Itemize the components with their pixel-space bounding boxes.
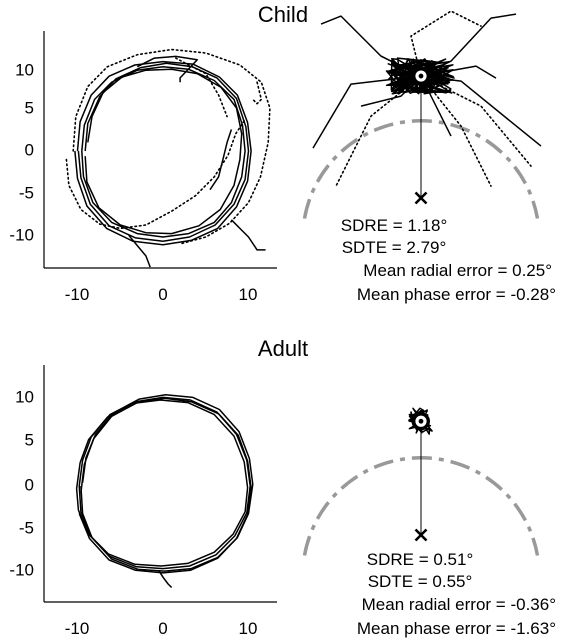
trajectory-trace: [136, 55, 198, 83]
stat-mean-radial-error: Mean radial error = 0.25°: [363, 261, 552, 280]
x-tick-label: 10: [239, 285, 258, 304]
trajectory-trace: [81, 65, 246, 238]
x-tick-label: 0: [158, 285, 167, 304]
stat-sdre: SDRE = 0.51°: [367, 550, 474, 569]
stat-mean-radial-error: Mean radial error = -0.36°: [362, 595, 556, 614]
trajectory-trace: [74, 60, 252, 246]
trajectory-trace: [209, 129, 233, 191]
trajectory-trace: [75, 399, 249, 567]
y-tick-label: 5: [25, 98, 34, 117]
cursor-streak-dotted: [335, 75, 422, 187]
trajectory-trace: [78, 397, 252, 574]
panel-title-adult: Adult: [258, 336, 308, 361]
dotted-trace: [72, 48, 271, 245]
right-plot-child: SDRE = 1.18° SDTE = 2.79° Mean radial er…: [302, 10, 556, 304]
trajectory-trace: [158, 569, 173, 589]
dotted-trace: [252, 81, 263, 105]
y-tick-label: 0: [25, 140, 34, 159]
right-plot-adult: SDRE = 0.51° SDTE = 0.55° Mean radial er…: [302, 407, 556, 638]
left-plot-adult: 10 5 0 -5 -10 -10 0 10: [9, 365, 277, 638]
target-marker: [412, 67, 430, 86]
y-tick-label: -5: [19, 183, 34, 202]
stat-sdre: SDRE = 1.18°: [341, 216, 448, 235]
y-tick-label: 0: [25, 475, 34, 494]
y-tick-label: -10: [9, 225, 34, 244]
y-tick-label: 10: [15, 387, 34, 406]
x-tick-label: -10: [65, 619, 90, 638]
cursor-streak-dotted: [410, 10, 482, 77]
x-tick-label: 0: [158, 619, 167, 638]
stat-sdte: SDTE = 0.55°: [368, 572, 473, 591]
trajectory-trace: [128, 234, 151, 268]
y-tick-label: -10: [9, 560, 34, 579]
center-cross-marker: [414, 528, 428, 542]
y-tick-label: 10: [15, 60, 34, 79]
panel-adult: Adult 10 5 0 -5 -10 -10 0 10: [9, 336, 556, 638]
trajectory-trace: [230, 219, 266, 251]
trace-group: [65, 48, 271, 268]
stat-mean-phase-error: Mean phase error = -0.28°: [357, 285, 556, 304]
dotted-trace: [175, 57, 228, 118]
stat-mean-phase-error: Mean phase error = -1.63°: [357, 619, 556, 638]
panel-child: Child 10 5 0 -5 -10 -10 0 10: [9, 2, 556, 304]
trace-group: [75, 394, 254, 589]
x-tick-label: -10: [65, 285, 90, 304]
panel-title-child: Child: [258, 2, 308, 27]
left-plot-child: 10 5 0 -5 -10 -10 0 10: [9, 31, 277, 304]
cursor-streak-dotted: [420, 75, 492, 187]
stat-sdte: SDTE = 2.79°: [342, 238, 447, 257]
y-tick-label: -5: [19, 518, 34, 537]
trajectory-trace: [80, 394, 254, 572]
center-cross-marker: [414, 191, 428, 205]
trajectory-trace: [84, 68, 243, 235]
y-tick-label: 5: [25, 430, 34, 449]
trajectory-trace: [77, 62, 250, 243]
target-marker: [412, 412, 430, 431]
cursor-scribble: [388, 59, 455, 94]
x-tick-label: 10: [239, 619, 258, 638]
